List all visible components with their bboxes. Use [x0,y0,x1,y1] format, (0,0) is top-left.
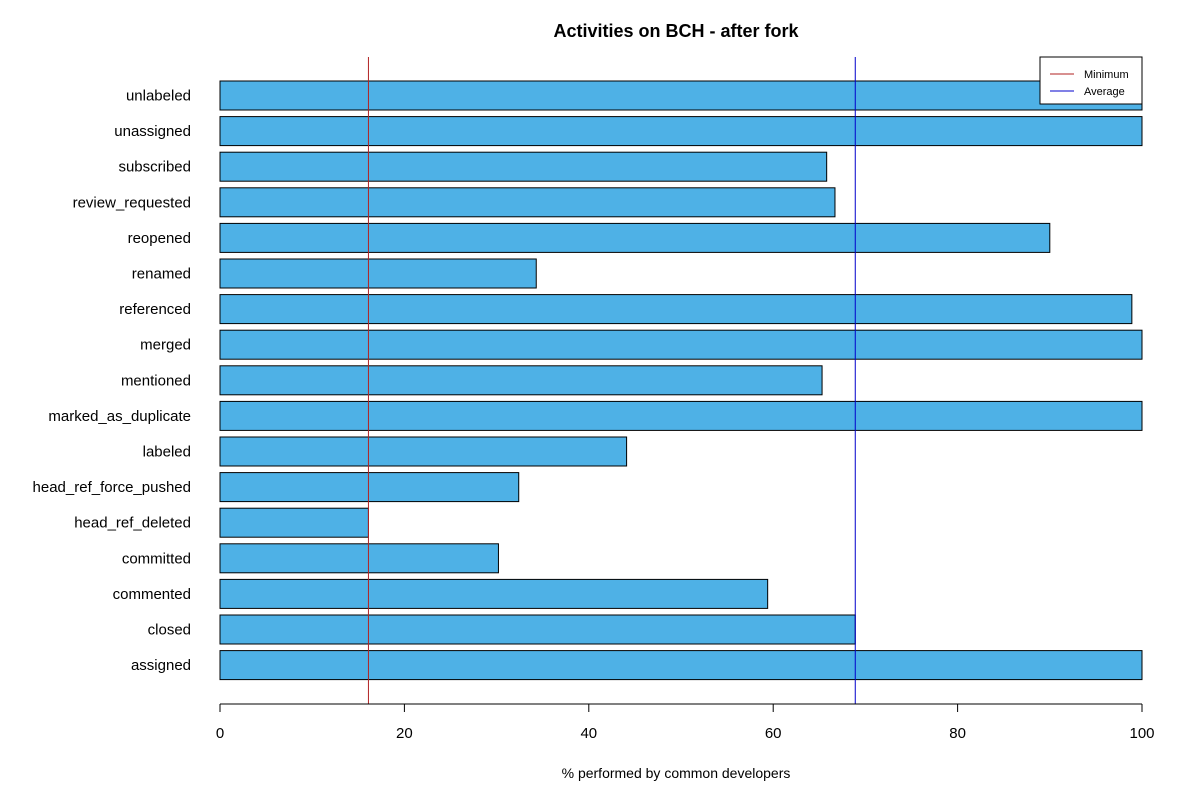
category-label-mentioned: mentioned [121,372,191,389]
category-label-unlabeled: unlabeled [126,88,191,105]
bar-labeled [219,436,628,467]
category-label-commented: commented [113,586,191,603]
bar-head_ref_force_pushed [219,472,520,503]
legend-label-minimum: Minimum [1084,69,1129,81]
bar-unlabeled [219,80,1143,111]
x-tick-label-80: 80 [949,725,966,742]
bar-referenced [219,294,1133,325]
bar-marked_as_duplicate [219,400,1143,431]
category-label-reopened: reopened [128,230,191,247]
bar-assigned [219,650,1143,681]
bar-mentioned [219,365,823,396]
bar-closed [219,614,856,645]
x-tick-label-0: 0 [216,725,224,742]
bar-renamed [219,258,537,289]
category-label-review_requested: review_requested [73,194,191,211]
legend-box [1039,56,1143,105]
category-label-renamed: renamed [132,266,191,283]
category-label-subscribed: subscribed [118,159,191,176]
bar-committed [219,543,499,574]
chart-title: Activities on BCH - after fork [553,21,799,41]
bar-unassigned [219,116,1143,147]
legend: Minimum Average [1039,56,1143,105]
x-tick-label-40: 40 [580,725,597,742]
category-label-committed: committed [122,550,191,567]
category-label-head_ref_deleted: head_ref_deleted [74,515,191,532]
x-tick-label-100: 100 [1129,725,1154,742]
category-label-unassigned: unassigned [114,123,191,140]
category-label-labeled: labeled [143,444,191,461]
bar-review_requested [219,187,836,218]
bar-commented [219,578,769,609]
category-label-assigned: assigned [131,657,191,674]
category-label-closed: closed [148,622,191,639]
reference-lines [367,57,856,704]
bar-merged [219,329,1143,360]
bar-reopened [219,222,1051,253]
bar-subscribed [219,151,828,182]
category-label-head_ref_force_pushed: head_ref_force_pushed [33,479,191,496]
x-tick-label-20: 20 [396,725,413,742]
x-tick-label-60: 60 [765,725,782,742]
x-axis-label: % performed by common developers [562,765,791,781]
legend-label-average: Average [1084,86,1125,98]
x-axis: 0 20 40 60 80 100 [216,703,1155,742]
bars-group [219,80,1143,681]
category-label-referenced: referenced [119,301,191,318]
category-label-marked_as_duplicate: marked_as_duplicate [48,408,191,425]
category-labels: assigned closed commented committed head_ref… [33,88,191,675]
bar-head_ref_deleted [219,507,369,538]
category-label-merged: merged [140,337,191,354]
